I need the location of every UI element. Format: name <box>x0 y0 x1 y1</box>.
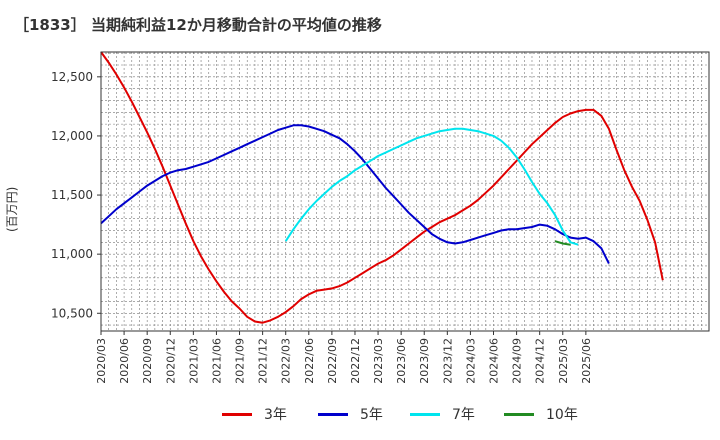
y-tick-label: 10,500 <box>51 306 93 320</box>
x-tick-label: 2022/12 <box>349 338 362 384</box>
chart-title: ［1833］ 当期純利益12か月移動合計の平均値の推移 <box>14 16 382 34</box>
y-tick-label: 11,500 <box>51 188 93 202</box>
x-tick-label: 2022/03 <box>280 338 293 384</box>
x-tick-label: 2023/12 <box>441 338 454 384</box>
chart-legend: 3年 5年 7年 10年 <box>0 402 720 426</box>
x-tick-label: 2021/12 <box>257 338 270 384</box>
y-tick-label: 11,000 <box>51 247 93 261</box>
legend-item: 7年 <box>410 402 475 426</box>
x-tick-label: 2025/03 <box>557 338 570 384</box>
series-line-2 <box>284 127 579 246</box>
legend-swatch <box>410 412 440 416</box>
grid-lines <box>100 52 710 331</box>
x-axis-ticks: 2020/03 2020/06 2020/09 2020/12 2021/03 2021/… <box>95 331 593 384</box>
legend-label: 10年 <box>546 407 578 423</box>
y-axis-ticks: 10,500 11,000 11,500 12,000 12,500 <box>51 70 101 320</box>
x-tick-label: 2020/09 <box>141 338 154 384</box>
legend-item: 5年 <box>318 402 383 426</box>
series-line-1 <box>100 124 610 265</box>
legend-label: 7年 <box>452 407 475 423</box>
legend-swatch <box>504 412 534 416</box>
x-tick-label: 2023/03 <box>372 338 385 384</box>
x-tick-label: 2022/09 <box>326 338 339 384</box>
x-tick-label: 2024/09 <box>511 338 524 384</box>
x-tick-label: 2023/06 <box>395 338 408 384</box>
x-tick-label: 2020/06 <box>118 338 131 384</box>
legend-swatch <box>222 412 252 416</box>
x-tick-label: 2024/12 <box>534 338 547 384</box>
x-tick-label: 2022/06 <box>303 338 316 384</box>
legend-item: 10年 <box>504 402 578 426</box>
x-tick-label: 2024/03 <box>464 338 477 384</box>
legend-swatch <box>318 412 348 416</box>
y-tick-label: 12,500 <box>51 70 93 84</box>
x-tick-label: 2020/03 <box>95 338 108 384</box>
series-line-3 <box>554 240 571 246</box>
x-tick-label: 2021/06 <box>210 338 223 384</box>
legend-label: 5年 <box>360 407 383 423</box>
x-tick-label: 2021/09 <box>234 338 247 384</box>
series-line-0 <box>100 51 664 324</box>
legend-label: 3年 <box>264 407 287 423</box>
x-tick-label: 2023/09 <box>418 338 431 384</box>
x-tick-label: 2021/03 <box>187 338 200 384</box>
series-lines <box>100 51 664 324</box>
legend-item: 3年 <box>222 402 287 426</box>
x-tick-label: 2024/06 <box>488 338 501 384</box>
x-tick-label: 2025/06 <box>580 338 593 384</box>
x-tick-label: 2020/12 <box>164 338 177 384</box>
plot-frame <box>100 51 710 332</box>
y-tick-label: 12,000 <box>51 129 93 143</box>
